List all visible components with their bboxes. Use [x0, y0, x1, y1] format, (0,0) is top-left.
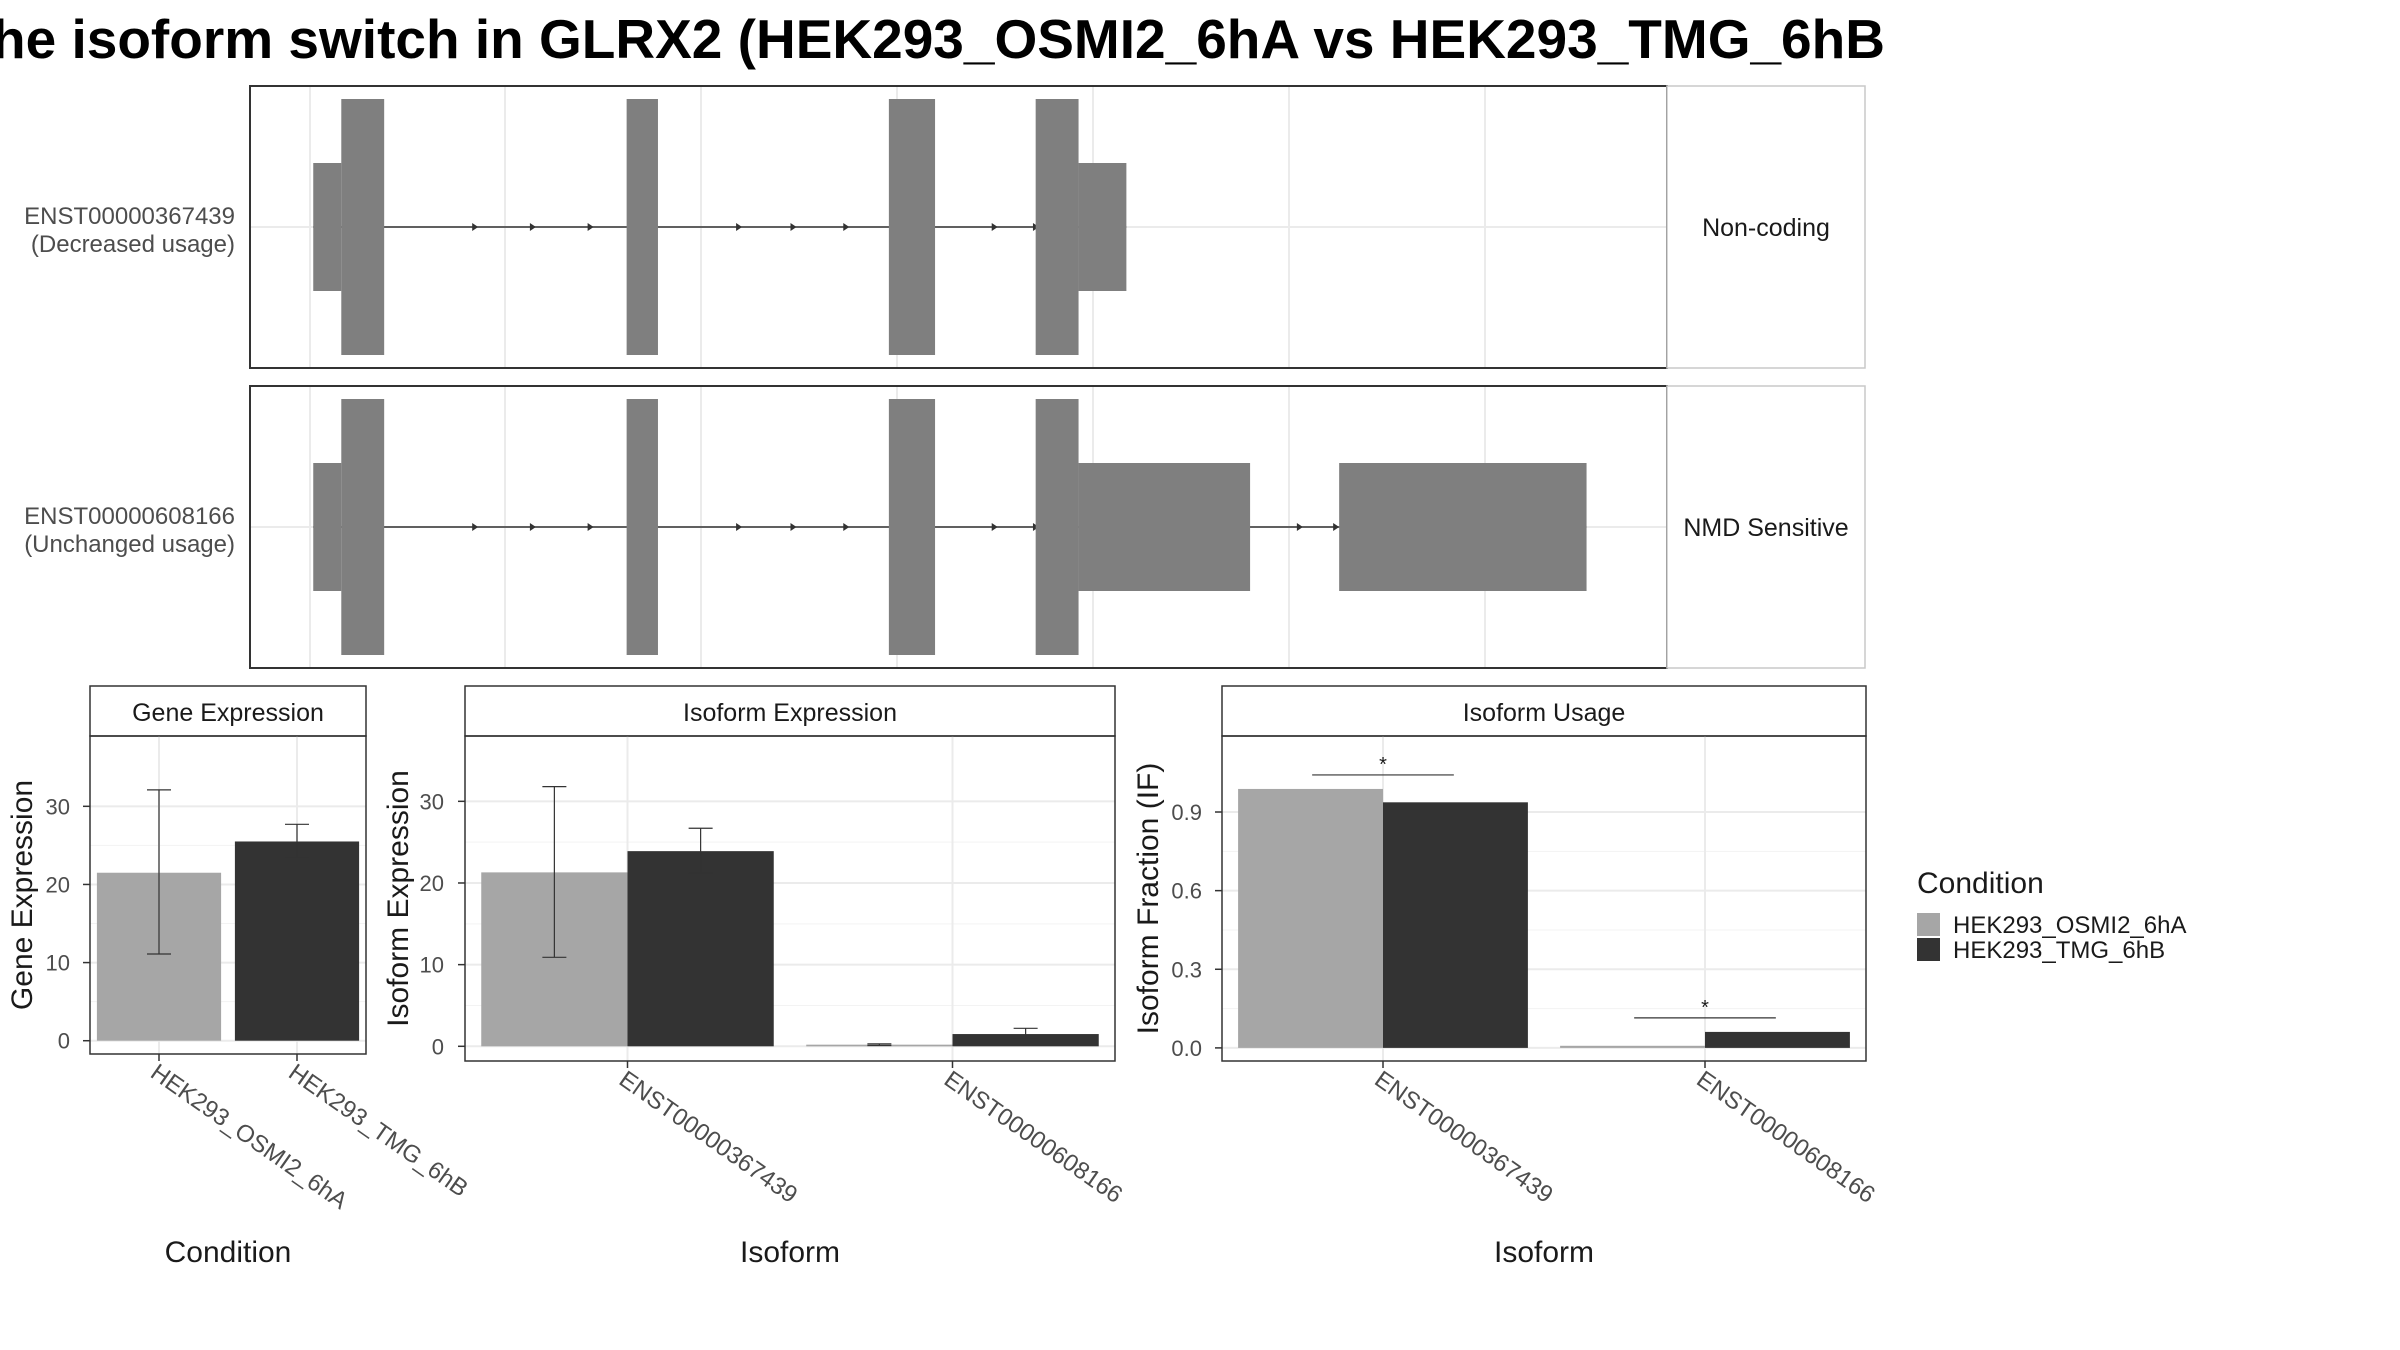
coding-exon	[888, 99, 936, 355]
intron-arrow	[736, 523, 743, 531]
coding-exon	[1035, 399, 1079, 655]
utr-exon	[1078, 163, 1127, 291]
intron-arrow	[991, 523, 998, 531]
intron-arrow	[1333, 523, 1340, 531]
chart-panel: Isoform Usage 0.0 0.3 0.6 0.9 * * ENST000003674…	[1132, 685, 1880, 1269]
intron-arrow	[1296, 523, 1303, 531]
type-strip	[1666, 385, 1866, 669]
x-axis-label: Condition	[165, 1236, 292, 1269]
chart-border	[464, 735, 1116, 1062]
significance-marker: *	[1701, 997, 1709, 1019]
transcript-id-label: ENST00000608166	[24, 503, 235, 530]
coding-exon	[626, 99, 658, 355]
x-tick-label: ENST00000608166	[939, 1066, 1127, 1209]
bar	[627, 851, 774, 1047]
intron-arrow	[472, 223, 479, 231]
y-tick-label: 0.0	[1171, 1036, 1202, 1061]
y-tick-label: 20	[420, 871, 444, 896]
y-tick-label: 10	[420, 953, 444, 978]
figure-title: he isoform switch in GLRX2 (HEK293_OSMI2…	[0, 8, 1885, 70]
y-tick-label: 10	[46, 951, 70, 976]
type-strip	[1666, 85, 1866, 369]
bar	[1238, 788, 1383, 1048]
coding-exon	[1035, 99, 1079, 355]
chart-title: Isoform Usage	[1463, 699, 1626, 727]
y-axis-label: Isoform Fraction (IF)	[1132, 763, 1165, 1035]
intron-arrow	[843, 223, 850, 231]
y-tick-label: 0	[58, 1029, 70, 1054]
intron-arrow	[790, 223, 797, 231]
intron-arrow	[843, 523, 850, 531]
intron-arrow	[736, 223, 743, 231]
utr-exon	[1078, 463, 1251, 591]
transcript-panel: Non-coding ENST00000367439(Decreased usag…	[24, 85, 1866, 369]
legend-title: Condition	[1917, 867, 2044, 900]
intron-arrow	[587, 223, 594, 231]
utr-exon	[313, 463, 342, 591]
significance-marker: *	[1379, 754, 1387, 776]
x-tick-label: ENST00000367439	[614, 1066, 802, 1209]
y-axis-label: Gene Expression	[6, 780, 39, 1010]
y-tick-label: 0.9	[1171, 800, 1202, 825]
bar	[1705, 1031, 1850, 1048]
intron-arrow	[529, 223, 536, 231]
intron-arrow	[991, 223, 998, 231]
intron-arrow	[529, 523, 536, 531]
intron-arrow	[587, 523, 594, 531]
transcript-usage-label: (Unchanged usage)	[24, 531, 235, 558]
y-tick-label: 0	[432, 1034, 444, 1059]
legend-swatch	[1917, 913, 1940, 936]
utr-exon	[313, 163, 342, 291]
intron-arrow	[472, 523, 479, 531]
chart-strip	[464, 685, 1116, 737]
utr-exon	[1339, 463, 1587, 591]
chart-border	[89, 735, 367, 1055]
y-axis-label: Isoform Expression	[382, 770, 415, 1027]
x-axis-label: Isoform	[740, 1236, 840, 1269]
y-tick-label: 30	[420, 789, 444, 814]
y-tick-label: 0.6	[1171, 879, 1202, 904]
chart-title: Isoform Expression	[683, 699, 897, 727]
y-tick-label: 20	[46, 872, 70, 897]
x-tick-label: ENST00000608166	[1692, 1066, 1880, 1209]
transcript-usage-label: (Decreased usage)	[31, 231, 235, 258]
y-tick-label: 0.3	[1171, 957, 1202, 982]
bar	[1560, 1045, 1705, 1048]
chart-strip	[1221, 685, 1867, 737]
legend-swatch	[1917, 938, 1940, 961]
intron-arrow	[790, 523, 797, 531]
coding-exon	[888, 399, 936, 655]
coding-exon	[341, 399, 385, 655]
transcript-type-label: Non-coding	[1702, 214, 1830, 242]
bar	[952, 1034, 1099, 1047]
transcript-type-label: NMD Sensitive	[1683, 514, 1848, 542]
transcript-panel: NMD Sensitive ENST00000608166(Unchanged u…	[24, 385, 1866, 669]
bar-charts-panel: Gene Expression0102030HEK293_OSMI2_6hAHE…	[6, 685, 1880, 1269]
x-tick-label: ENST00000367439	[1370, 1066, 1558, 1209]
coding-exon	[626, 399, 658, 655]
transcript-structure-panel: Non-coding ENST00000367439(Decreased usag…	[24, 85, 1866, 669]
bar	[1383, 802, 1528, 1048]
transcript-id-label: ENST00000367439	[24, 203, 235, 230]
y-tick-label: 30	[46, 794, 70, 819]
chart-panel: Isoform Expression 0 10 20 30 ENST00000367439…	[382, 685, 1127, 1269]
chart-border	[1221, 735, 1867, 1062]
bar	[234, 841, 360, 1041]
legend-label: HEK293_OSMI2_6hA	[1953, 912, 2186, 939]
coding-exon	[341, 99, 385, 355]
chart-title: Gene Expression	[132, 699, 324, 727]
legend-label: HEK293_TMG_6hB	[1953, 937, 2165, 964]
chart-strip	[89, 685, 367, 737]
x-axis-label: Isoform	[1494, 1236, 1594, 1269]
